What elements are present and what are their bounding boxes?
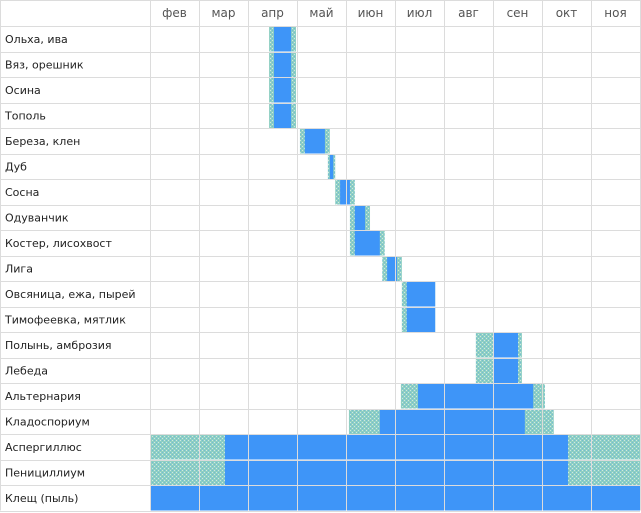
row-label: Сосна xyxy=(5,186,39,199)
row-label: Полынь, амброзия xyxy=(5,339,112,352)
row-label: Дуб xyxy=(5,160,27,173)
peak-bar xyxy=(273,78,292,103)
peak-bar xyxy=(224,435,568,460)
peak-bar xyxy=(273,52,292,77)
month-label: июн xyxy=(358,6,384,20)
peak-bar xyxy=(329,154,334,179)
peak-bar xyxy=(354,231,380,256)
month-label: окт xyxy=(556,6,578,20)
peak-bar xyxy=(273,103,292,128)
row-label: Костер, лисохвост xyxy=(5,237,112,250)
row-label: Овсяница, ежа, пырей xyxy=(5,288,136,301)
peak-bar xyxy=(273,27,292,52)
row-label: Ольха, ива xyxy=(5,33,68,46)
peak-bar xyxy=(493,358,518,383)
row-label: Пенициллиум xyxy=(5,466,85,479)
row-label: Аспергиллюс xyxy=(5,441,82,454)
row-label: Лига xyxy=(5,262,33,275)
row-label: Кладоспориум xyxy=(5,415,90,428)
bars-layer xyxy=(150,27,640,511)
peak-bar xyxy=(493,333,518,358)
row-label: Тимофеевка, мятлик xyxy=(4,313,126,326)
peak-bar xyxy=(354,205,366,230)
row-label: Лебеда xyxy=(5,364,48,377)
row-label: Клещ (пыль) xyxy=(5,492,78,505)
row-label: Тополь xyxy=(4,109,46,122)
peak-bar xyxy=(224,460,568,485)
month-label: апр xyxy=(261,6,284,20)
peak-bar xyxy=(387,256,397,281)
month-label: июл xyxy=(407,6,433,20)
month-label: сен xyxy=(507,6,529,20)
peak-bar xyxy=(406,307,436,332)
month-label: ноя xyxy=(604,6,626,20)
peak-bar xyxy=(379,409,525,434)
peak-bar xyxy=(406,282,436,307)
peak-bar xyxy=(418,384,534,409)
row-labels: Ольха, ива Вяз, орешник Осина Тополь Береза,… xyxy=(4,33,136,505)
row-label: Альтернария xyxy=(5,390,81,403)
row-label: Осина xyxy=(5,84,41,97)
peak-bar xyxy=(340,180,350,205)
month-label: мар xyxy=(211,6,235,20)
peak-bar xyxy=(304,129,325,154)
row-label: Береза, клен xyxy=(5,135,80,148)
month-label: фев xyxy=(162,6,187,20)
month-label: авг xyxy=(458,6,479,20)
row-label: Одуванчик xyxy=(5,211,69,224)
month-header: фев мар апр май июн июл авг сен окт ноя xyxy=(162,6,627,20)
row-label: Вяз, орешник xyxy=(5,58,84,71)
month-label: май xyxy=(309,6,333,20)
